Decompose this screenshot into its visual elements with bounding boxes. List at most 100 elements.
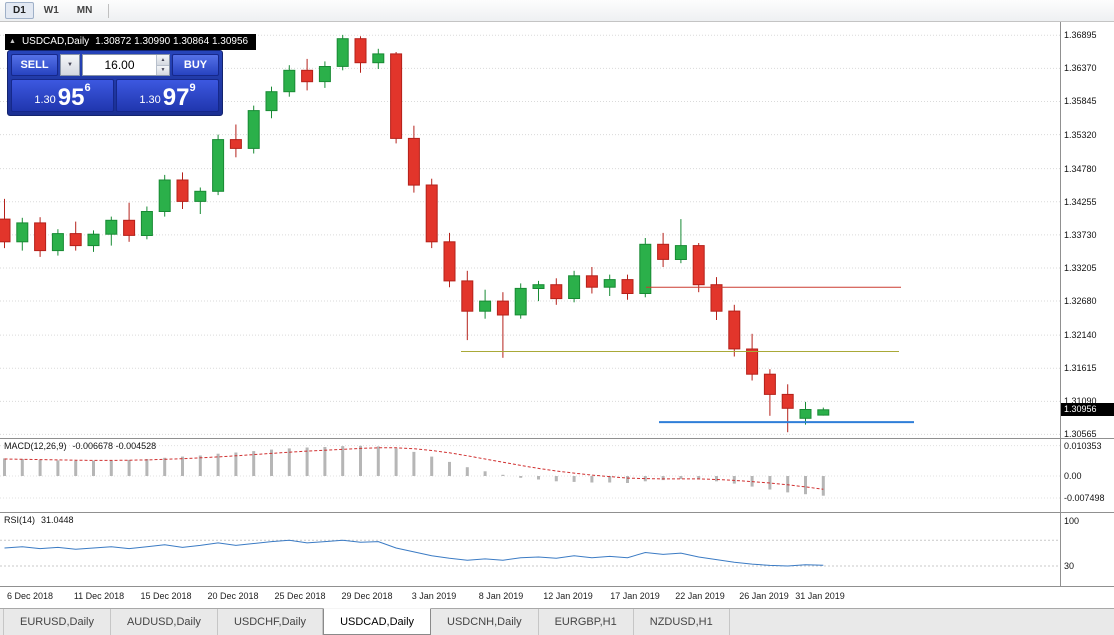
- time-axis-label: 26 Jan 2019: [739, 591, 789, 601]
- candle-down: [550, 284, 563, 300]
- rsi-chart-canvas[interactable]: [0, 513, 1060, 586]
- rsi-axis-label: 30: [1064, 561, 1075, 571]
- time-axis-label: 12 Jan 2019: [543, 591, 593, 601]
- buy-button[interactable]: BUY: [172, 54, 219, 76]
- time-axis-label: 15 Dec 2018: [140, 591, 192, 601]
- sell-price-prefix: 1.30: [34, 94, 56, 106]
- macd-histogram-bar: [38, 459, 42, 476]
- macd-histogram-bar: [483, 471, 487, 476]
- time-axis-label: 17 Jan 2019: [610, 591, 660, 601]
- current-price-tag: 1.30956: [1061, 402, 1114, 416]
- rsi-indicator-name: RSI(14): [4, 515, 36, 525]
- sell-price-pip-digit: 6: [84, 82, 91, 94]
- stepper-down-button[interactable]: ▼: [157, 64, 169, 75]
- rsi-indicator-value: 31.0448: [41, 515, 74, 525]
- tab-eurusd-daily[interactable]: EURUSD,Daily: [3, 609, 111, 635]
- price-axis-label: 1.34255: [1064, 196, 1097, 207]
- macd-histogram-bar: [20, 459, 24, 476]
- candle-up: [212, 139, 225, 192]
- tab-eurgbp-h1[interactable]: EURGBP,H1: [539, 609, 634, 635]
- sell-quote[interactable]: 1.30 95 6: [11, 79, 114, 112]
- macd-histogram-bar: [804, 476, 807, 495]
- macd-histogram-bar: [216, 453, 220, 476]
- macd-histogram-bar: [430, 456, 434, 476]
- tab-usdchf-daily[interactable]: USDCHF,Daily: [218, 609, 324, 635]
- candle-up: [479, 300, 492, 312]
- buy-price-big-digits: 97: [162, 84, 190, 111]
- buy-quote[interactable]: 1.30 97 9: [116, 79, 219, 112]
- candle-down: [425, 184, 438, 243]
- axis-separator-line: [1060, 22, 1061, 586]
- one-click-trading-panel: SELL ▼ 16.00 ▲ ▼ BUY 1.30 95 6: [7, 50, 223, 116]
- candle-down: [728, 310, 741, 350]
- stepper-up-button[interactable]: ▲: [157, 55, 169, 65]
- timeframe-w1[interactable]: W1: [43, 5, 59, 16]
- candle-down: [407, 137, 420, 186]
- candle-down: [301, 69, 314, 83]
- macd-histogram-bar: [145, 459, 149, 476]
- macd-label: MACD(12,26,9) -0.006678 -0.004528: [4, 441, 156, 451]
- timeframe-d1[interactable]: D1: [5, 2, 34, 19]
- macd-axis-label: -0.007498: [1064, 492, 1105, 503]
- price-axis-label: 1.35845: [1064, 96, 1097, 107]
- volume-dropdown-button[interactable]: ▼: [60, 54, 80, 76]
- macd-signal-line: [4, 447, 824, 490]
- timeframe-button-group: D1 W1 MN: [5, 2, 100, 19]
- macd-histogram-bar: [643, 476, 647, 482]
- buy-price-pip-digit: 9: [189, 82, 196, 94]
- candle-up: [336, 38, 349, 67]
- candle-up: [817, 409, 830, 416]
- sell-button[interactable]: SELL: [11, 54, 58, 76]
- tab-audusd-daily[interactable]: AUDUSD,Daily: [111, 609, 218, 635]
- rsi-panel: RSI(14) 31.0448 100 30: [0, 513, 1114, 586]
- candle-down: [123, 219, 136, 236]
- time-axis[interactable]: 6 Dec 2018 11 Dec 2018 15 Dec 2018 20 Dec 2…: [0, 587, 1114, 608]
- tab-nzdusd-h1[interactable]: NZDUSD,H1: [634, 609, 730, 635]
- candle-down: [229, 139, 242, 149]
- macd-histogram-bar: [608, 476, 612, 483]
- macd-histogram-bar: [554, 476, 558, 482]
- candle-down: [354, 38, 367, 64]
- candle-up: [372, 53, 385, 64]
- chart-title-bar: ▲ USDCAD,Daily 1.30872 1.30990 1.30864 1…: [5, 34, 257, 50]
- price-chart-canvas[interactable]: [0, 22, 1060, 438]
- time-axis-label: 20 Dec 2018: [207, 591, 259, 601]
- volume-input[interactable]: 16.00: [104, 58, 135, 72]
- candle-up: [283, 69, 296, 93]
- candle-down: [443, 241, 456, 282]
- candle-up: [265, 91, 278, 112]
- tab-usdcnh-daily[interactable]: USDCNH,Daily: [431, 609, 539, 635]
- price-axis-label: 1.33730: [1064, 229, 1097, 240]
- panel-separator: [0, 586, 1114, 587]
- macd-histogram-bar: [697, 476, 701, 480]
- tab-usdcad-daily[interactable]: USDCAD,Daily: [323, 608, 432, 635]
- chart-tab-bar: EURUSD,Daily AUDUSD,Daily USDCHF,Daily USDC…: [0, 608, 1114, 635]
- price-axis[interactable]: 1.30956 1.36895 1.36370 1.35845 1.35320 1.34…: [1061, 22, 1114, 439]
- timeframe-mn[interactable]: MN: [76, 5, 93, 16]
- macd-histogram-bar: [572, 476, 576, 482]
- price-axis-label: 1.34780: [1064, 163, 1097, 174]
- price-axis-label: 1.31090: [1064, 396, 1097, 407]
- candle-up: [16, 222, 29, 243]
- macd-panel: MACD(12,26,9) -0.006678 -0.004528 0.0103…: [0, 439, 1114, 512]
- candle-up: [639, 243, 652, 295]
- price-axis-label: 1.32680: [1064, 296, 1097, 307]
- collapse-panel-icon[interactable]: ▲: [9, 38, 16, 45]
- price-axis-label: 1.31615: [1064, 363, 1097, 374]
- candle-up: [674, 245, 687, 261]
- candle-down: [461, 280, 474, 312]
- candle-up: [318, 66, 331, 83]
- price-axis-label: 1.35320: [1064, 129, 1097, 140]
- candle-down: [176, 179, 189, 202]
- macd-histogram-bar: [198, 455, 202, 476]
- macd-histogram-bar: [127, 459, 131, 476]
- macd-axis: 0.010353 0.00 -0.007498: [1061, 439, 1114, 512]
- macd-histogram-bar: [537, 476, 540, 480]
- candle-down: [621, 279, 634, 295]
- candle-down: [496, 300, 509, 316]
- macd-histogram-bar: [305, 447, 309, 476]
- macd-histogram-bar: [270, 449, 273, 476]
- macd-histogram-bar: [252, 451, 256, 476]
- macd-chart-canvas[interactable]: [0, 439, 1060, 512]
- macd-histogram-bar: [715, 476, 718, 482]
